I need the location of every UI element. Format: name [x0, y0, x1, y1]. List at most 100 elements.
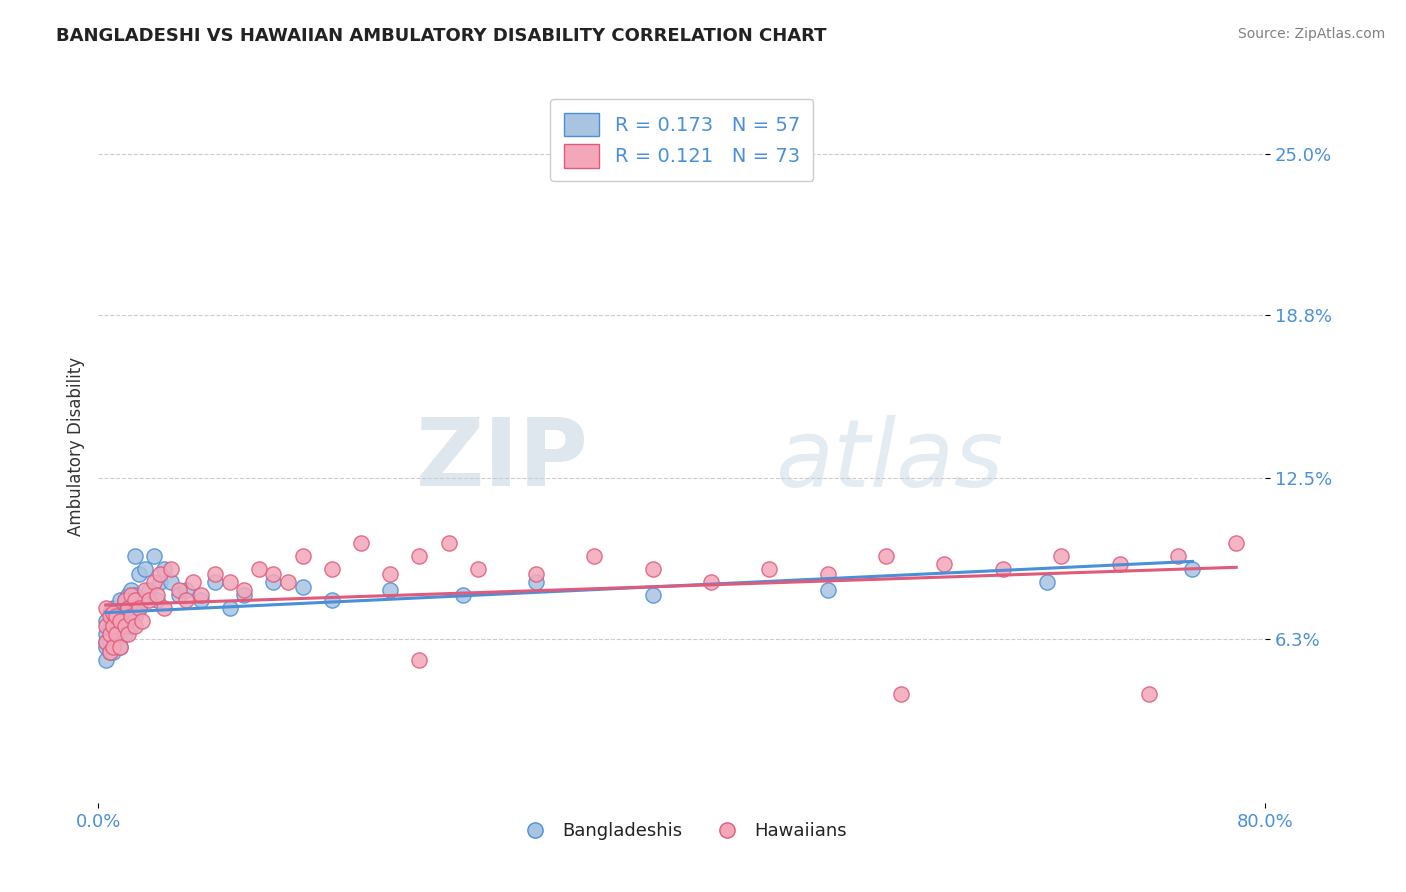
Point	[104, 627, 127, 641]
Point	[277, 575, 299, 590]
Point	[190, 588, 212, 602]
Point	[1035, 575, 1057, 590]
Point	[104, 635, 127, 649]
Point	[98, 645, 121, 659]
Point	[218, 575, 240, 590]
Text: atlas: atlas	[775, 415, 1004, 506]
Point	[134, 562, 156, 576]
Point	[138, 582, 160, 597]
Point	[117, 601, 139, 615]
Point	[262, 575, 284, 590]
Point	[101, 619, 124, 633]
Point	[101, 601, 124, 615]
Point	[467, 562, 489, 576]
Point	[120, 582, 142, 597]
Point	[204, 575, 226, 590]
Point	[98, 635, 121, 649]
Point	[167, 588, 190, 602]
Text: ZIP: ZIP	[416, 414, 589, 507]
Point	[94, 601, 117, 615]
Point	[583, 549, 606, 564]
Point	[94, 619, 117, 633]
Point	[1225, 536, 1247, 550]
Y-axis label: Ambulatory Disability: Ambulatory Disability	[66, 357, 84, 535]
Point	[934, 557, 956, 571]
Point	[131, 593, 153, 607]
Point	[380, 567, 402, 582]
Point	[101, 607, 124, 621]
Point	[114, 609, 136, 624]
Point	[641, 588, 664, 602]
Legend: Bangladeshis, Hawaiians: Bangladeshis, Hawaiians	[509, 815, 855, 847]
Point	[98, 622, 121, 636]
Point	[890, 687, 912, 701]
Point	[94, 635, 117, 649]
Point	[408, 549, 430, 564]
Point	[167, 582, 190, 597]
Point	[758, 562, 780, 576]
Point	[101, 627, 124, 641]
Point	[817, 567, 839, 582]
Point	[117, 627, 139, 641]
Point	[1050, 549, 1073, 564]
Point	[174, 593, 197, 607]
Point	[110, 593, 132, 607]
Point	[124, 609, 146, 624]
Point	[101, 645, 124, 659]
Point	[114, 619, 136, 633]
Point	[114, 593, 136, 607]
Point	[146, 588, 169, 602]
Point	[700, 575, 723, 590]
Point	[128, 601, 150, 615]
Point	[120, 619, 142, 633]
Point	[291, 581, 314, 595]
Point	[190, 593, 212, 607]
Point	[101, 640, 124, 654]
Point	[101, 640, 124, 654]
Point	[160, 562, 183, 576]
Point	[153, 601, 176, 615]
Point	[110, 614, 132, 628]
Point	[350, 536, 373, 550]
Point	[233, 582, 256, 597]
Point	[524, 567, 547, 582]
Point	[262, 567, 284, 582]
Point	[380, 582, 402, 597]
Point	[94, 627, 117, 641]
Point	[117, 588, 139, 602]
Point	[991, 562, 1014, 576]
Point	[321, 562, 343, 576]
Point	[146, 593, 169, 607]
Point	[104, 609, 127, 624]
Point	[181, 575, 204, 590]
Point	[98, 627, 121, 641]
Point	[1181, 562, 1204, 576]
Point	[817, 582, 839, 597]
Point	[124, 549, 146, 564]
Point	[160, 575, 183, 590]
Point	[114, 627, 136, 641]
Point	[153, 562, 176, 576]
Point	[174, 582, 197, 597]
Point	[204, 567, 226, 582]
Text: BANGLADESHI VS HAWAIIAN AMBULATORY DISABILITY CORRELATION CHART: BANGLADESHI VS HAWAIIAN AMBULATORY DISAB…	[56, 27, 827, 45]
Point	[138, 593, 160, 607]
Point	[124, 619, 146, 633]
Point	[149, 567, 172, 582]
Point	[321, 593, 343, 607]
Point	[124, 593, 146, 607]
Point	[142, 575, 165, 590]
Point	[641, 562, 664, 576]
Point	[291, 549, 314, 564]
Point	[94, 640, 117, 654]
Point	[120, 609, 142, 624]
Point	[524, 575, 547, 590]
Point	[117, 614, 139, 628]
Text: Source: ZipAtlas.com: Source: ZipAtlas.com	[1237, 27, 1385, 41]
Point	[120, 588, 142, 602]
Point	[94, 614, 117, 628]
Point	[98, 645, 121, 659]
Point	[131, 614, 153, 628]
Point	[101, 614, 124, 628]
Point	[104, 609, 127, 624]
